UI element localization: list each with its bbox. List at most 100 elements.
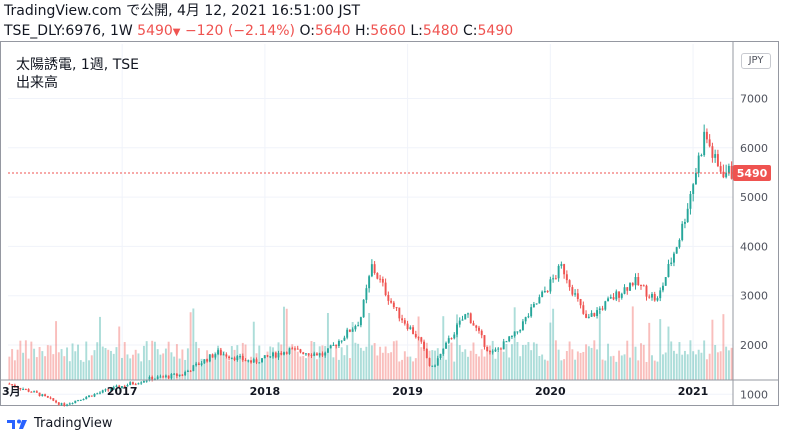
volume-bar	[543, 359, 546, 380]
footer-brand: TradingView	[6, 416, 113, 431]
volume-bar	[115, 347, 118, 380]
volume-bar	[214, 351, 217, 380]
candle-body	[428, 358, 431, 366]
volume-bar	[651, 355, 653, 380]
volume-bar	[255, 353, 258, 380]
candle-body	[285, 352, 288, 354]
candle-body	[414, 333, 417, 338]
candle-body	[494, 349, 497, 352]
volume-bar	[324, 346, 327, 380]
volume-bar	[516, 341, 519, 380]
volume-bar	[305, 358, 307, 380]
volume-bar	[156, 349, 159, 380]
series-title: 太陽誘電, 1週, TSE	[16, 57, 139, 73]
volume-bar	[593, 340, 596, 380]
candle-body	[659, 290, 662, 299]
volume-bar	[642, 344, 645, 380]
volume-bar	[675, 353, 678, 380]
volume-bar	[362, 350, 365, 380]
volume-bar	[151, 340, 154, 380]
volume-bar	[217, 345, 220, 380]
candle-body	[439, 353, 442, 359]
volume-bar	[384, 346, 387, 380]
candle-body	[672, 253, 675, 263]
candle-body	[85, 397, 88, 400]
volume-bar	[730, 347, 733, 380]
chart-frame[interactable]	[0, 41, 779, 406]
candle-body	[409, 327, 412, 329]
volume-bar	[714, 345, 717, 380]
volume-bar	[30, 341, 33, 380]
candle-body	[450, 338, 453, 340]
candle-body	[181, 374, 184, 376]
candle-body	[170, 373, 173, 379]
high-label: H:	[355, 23, 371, 39]
candle-body	[142, 381, 145, 383]
candle-body	[203, 359, 206, 364]
volume-bar	[497, 351, 500, 380]
volume-bar	[670, 341, 673, 380]
volume-bar	[272, 347, 274, 380]
volume-bar	[66, 347, 69, 380]
candle-body	[60, 403, 63, 405]
candle-body	[532, 304, 535, 308]
volume-label: 出来高	[16, 75, 58, 91]
volume-bar	[261, 357, 263, 380]
candle-body	[101, 390, 104, 393]
volume-bar	[44, 356, 47, 380]
candle-body	[620, 293, 623, 298]
candle-body	[618, 291, 620, 298]
volume-bar	[178, 358, 181, 380]
volume-bar	[403, 351, 406, 380]
candle-body	[348, 329, 351, 332]
candle-body	[376, 273, 379, 279]
candle-body	[519, 330, 522, 332]
volume-bar	[560, 360, 563, 380]
candle-body	[423, 341, 426, 349]
chart-legend: 太陽誘電, 1週, TSE 出来高	[16, 56, 139, 92]
candle-body	[55, 400, 58, 403]
volume-bar	[368, 312, 371, 380]
candle-body	[173, 373, 176, 375]
candle-body	[373, 264, 376, 274]
volume-bar	[689, 340, 692, 380]
candle-body	[365, 288, 368, 300]
volume-bar	[200, 358, 203, 380]
volume-bar	[164, 348, 167, 380]
volume-bar	[208, 360, 211, 380]
candle-body	[294, 348, 296, 350]
volume-bar	[99, 316, 101, 380]
volume-bar	[546, 360, 549, 380]
volume-bar	[568, 341, 571, 380]
volume-bar	[313, 341, 316, 380]
y-tick-label: 6000	[740, 142, 768, 155]
volume-bar	[195, 341, 198, 380]
currency-badge[interactable]: JPY	[741, 53, 771, 69]
volume-bar	[299, 356, 302, 380]
volume-bar	[678, 342, 681, 380]
volume-bar	[708, 353, 711, 380]
volume-bar	[653, 360, 656, 380]
candle-body	[464, 314, 467, 320]
volume-bar	[211, 354, 214, 380]
volume-bar	[722, 314, 725, 380]
candle-body	[412, 327, 415, 334]
volume-bar	[71, 343, 74, 380]
candle-body	[151, 377, 154, 381]
candle-body	[123, 386, 126, 388]
candle-body	[510, 336, 513, 338]
candle-body	[302, 352, 305, 355]
volume-bar	[49, 345, 52, 380]
candle-body	[307, 353, 310, 355]
candle-body	[563, 264, 566, 275]
candle-body	[258, 362, 261, 364]
volume-bar	[585, 344, 588, 380]
volume-bar	[118, 326, 121, 380]
volume-bar	[288, 346, 291, 380]
volume-bar	[417, 316, 420, 380]
volume-bar	[554, 340, 557, 380]
candle-body	[274, 352, 277, 358]
volume-bar	[631, 306, 634, 380]
y-tick-label: 3000	[740, 290, 768, 303]
